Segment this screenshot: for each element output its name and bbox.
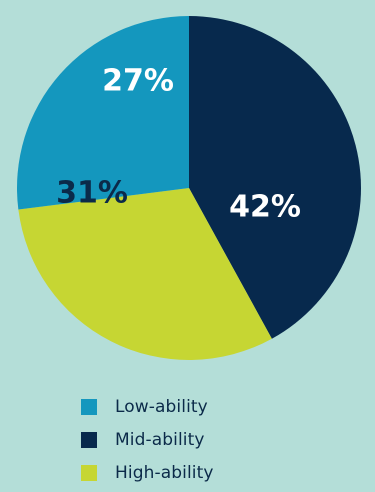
chart-legend: Low-ability Mid-ability High-ability <box>81 390 214 489</box>
legend-label-high-ability: High-ability <box>115 462 214 483</box>
legend-label-low-ability: Low-ability <box>115 396 208 417</box>
legend-swatch-high-ability <box>81 464 97 481</box>
legend-label-mid-ability: Mid-ability <box>115 429 205 450</box>
legend-item-low-ability: Low-ability <box>81 390 214 423</box>
pie-slice-high-ability <box>18 188 272 361</box>
legend-swatch-low-ability <box>81 398 97 415</box>
data-label-high-ability: 31% <box>56 176 128 211</box>
pie-chart-svg: 27% 42% 31% <box>16 16 361 361</box>
legend-item-mid-ability: Mid-ability <box>81 423 214 456</box>
legend-item-high-ability: High-ability <box>81 456 214 489</box>
pie-slice-mid-ability <box>189 16 361 339</box>
data-label-low-ability: 27% <box>102 64 174 99</box>
pie-slice-low-ability <box>16 16 189 210</box>
legend-swatch-mid-ability <box>81 431 97 448</box>
data-label-mid-ability: 42% <box>229 190 301 225</box>
